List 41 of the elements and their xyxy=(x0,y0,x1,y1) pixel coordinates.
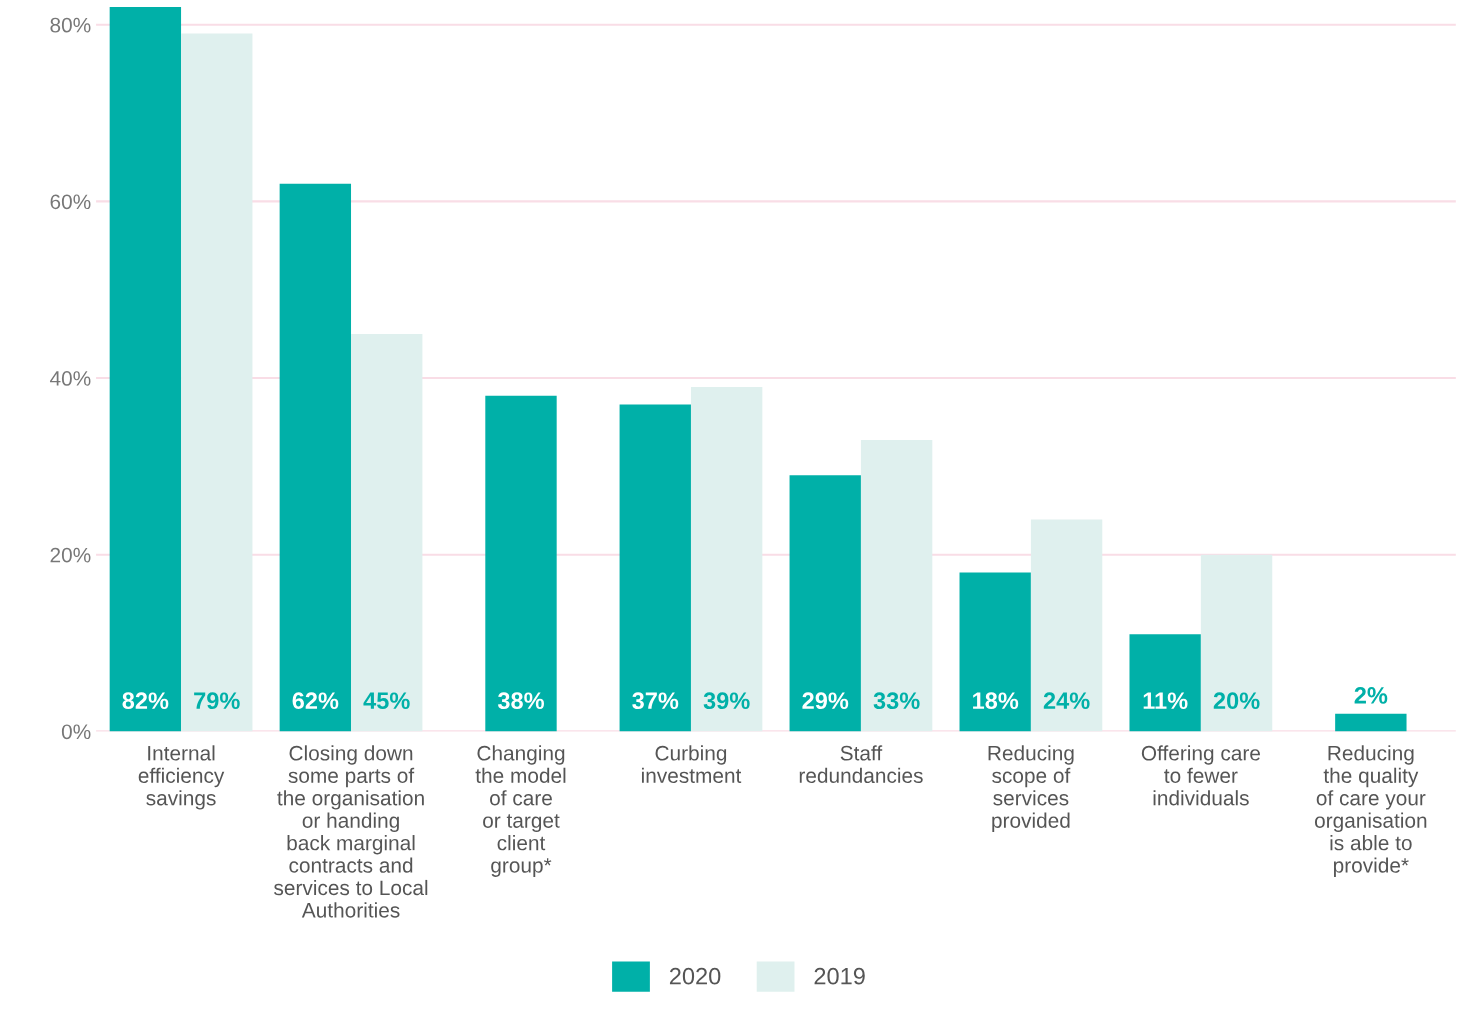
bar xyxy=(860,439,933,732)
data-label: 37% xyxy=(632,692,679,710)
bar xyxy=(959,572,1031,732)
y-tick-label: 80% xyxy=(50,17,91,33)
data-label: 29% xyxy=(802,692,849,710)
y-tick-label: 40% xyxy=(49,371,91,386)
x-tick-label: Curbing investment xyxy=(641,745,742,784)
bar xyxy=(619,404,691,732)
data-label: 62% xyxy=(292,692,339,710)
data-label: 18% xyxy=(973,692,1019,710)
data-label: 39% xyxy=(703,692,750,710)
x-tick-label: Closing down some parts of the organisation or handing back marginal contracts and services to Local Authorities xyxy=(274,745,428,918)
bar xyxy=(1129,634,1201,732)
legend-label: 2019 xyxy=(814,967,865,985)
bar xyxy=(351,333,423,732)
x-tick-label: Internal efficiency savings xyxy=(138,745,225,810)
x-tick-label: Reducing scope of services provided xyxy=(988,745,1074,833)
y-tick-label: 0% xyxy=(61,724,91,740)
legend-label: 2020 xyxy=(669,967,721,985)
data-label: 24% xyxy=(1043,692,1090,710)
data-label: 33% xyxy=(873,692,920,710)
data-label: 82% xyxy=(122,692,169,710)
data-label: 79% xyxy=(194,692,240,710)
bar xyxy=(109,7,182,732)
x-tick-label: Offering care to fewer individuals xyxy=(1141,745,1260,806)
data-label: 2% xyxy=(1354,687,1388,704)
bar xyxy=(181,33,253,732)
bar xyxy=(690,386,763,732)
bar xyxy=(1030,519,1103,732)
x-tick-label: Reducing the quality of care your organisation is able to provide* xyxy=(1314,745,1427,877)
x-tick-label: Changing the model of care or target client group* xyxy=(475,745,566,877)
data-label: 38% xyxy=(497,692,544,710)
bar xyxy=(1200,554,1273,732)
bar xyxy=(279,183,352,732)
data-label: 45% xyxy=(363,692,410,710)
y-tick-label: 20% xyxy=(50,547,91,563)
bar xyxy=(789,475,861,732)
y-tick-label: 60% xyxy=(50,194,91,210)
data-label: 20% xyxy=(1213,692,1260,710)
x-tick-label: Staff redundancies xyxy=(799,745,923,784)
data-label: 11% xyxy=(1143,692,1188,710)
